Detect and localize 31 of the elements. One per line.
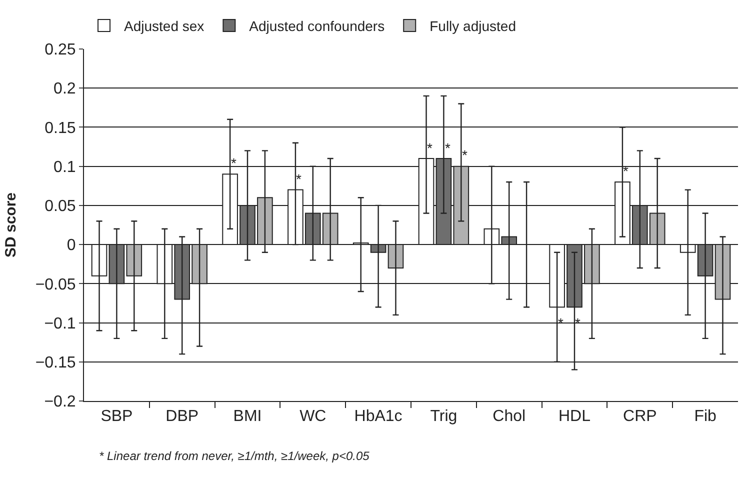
y-tick-label: −0.05 [35, 276, 76, 294]
data-label: * [445, 140, 451, 156]
y-tick-label: −0.15 [35, 354, 76, 372]
legend-label: Adjusted confounders [249, 18, 385, 34]
x-tick-label: HbA1c [354, 408, 402, 426]
y-tick-label: 0.25 [44, 42, 76, 59]
x-tick-label: Fib [694, 408, 717, 426]
data-label: * [462, 147, 468, 163]
y-tick-label: 0.05 [44, 198, 76, 216]
legend-label: Adjusted sex [124, 18, 204, 34]
x-tick-label: Chol [492, 408, 526, 426]
x-tick-label: Trig [430, 408, 458, 426]
y-tick-label: 0 [66, 237, 76, 254]
text: * Linear trend from never, ≥1/mth, ≥1/week, p<0.05 [99, 449, 370, 463]
x-tick-label: CRP [623, 408, 657, 426]
x-tick-label: BMI [233, 408, 262, 426]
x-tick-label: SBP [100, 408, 133, 426]
y-axis-title: SD score [2, 192, 20, 258]
y-tick-label: 0.1 [54, 158, 76, 176]
data-label: * [296, 171, 302, 187]
y-tick-label: 0.2 [54, 80, 76, 98]
x-tick-label: WC [300, 408, 326, 426]
y-tick-label: −0.1 [44, 315, 76, 332]
y-tick-label: 0.15 [44, 120, 76, 137]
y-tick-label: −0.2 [44, 394, 76, 411]
x-tick-label: DBP [166, 408, 199, 426]
data-label: * [231, 155, 237, 171]
data-label: * [427, 140, 433, 156]
data-label: * [623, 163, 629, 179]
x-tick-label: HDL [558, 408, 591, 426]
legend-label: Fully adjusted [430, 18, 516, 34]
